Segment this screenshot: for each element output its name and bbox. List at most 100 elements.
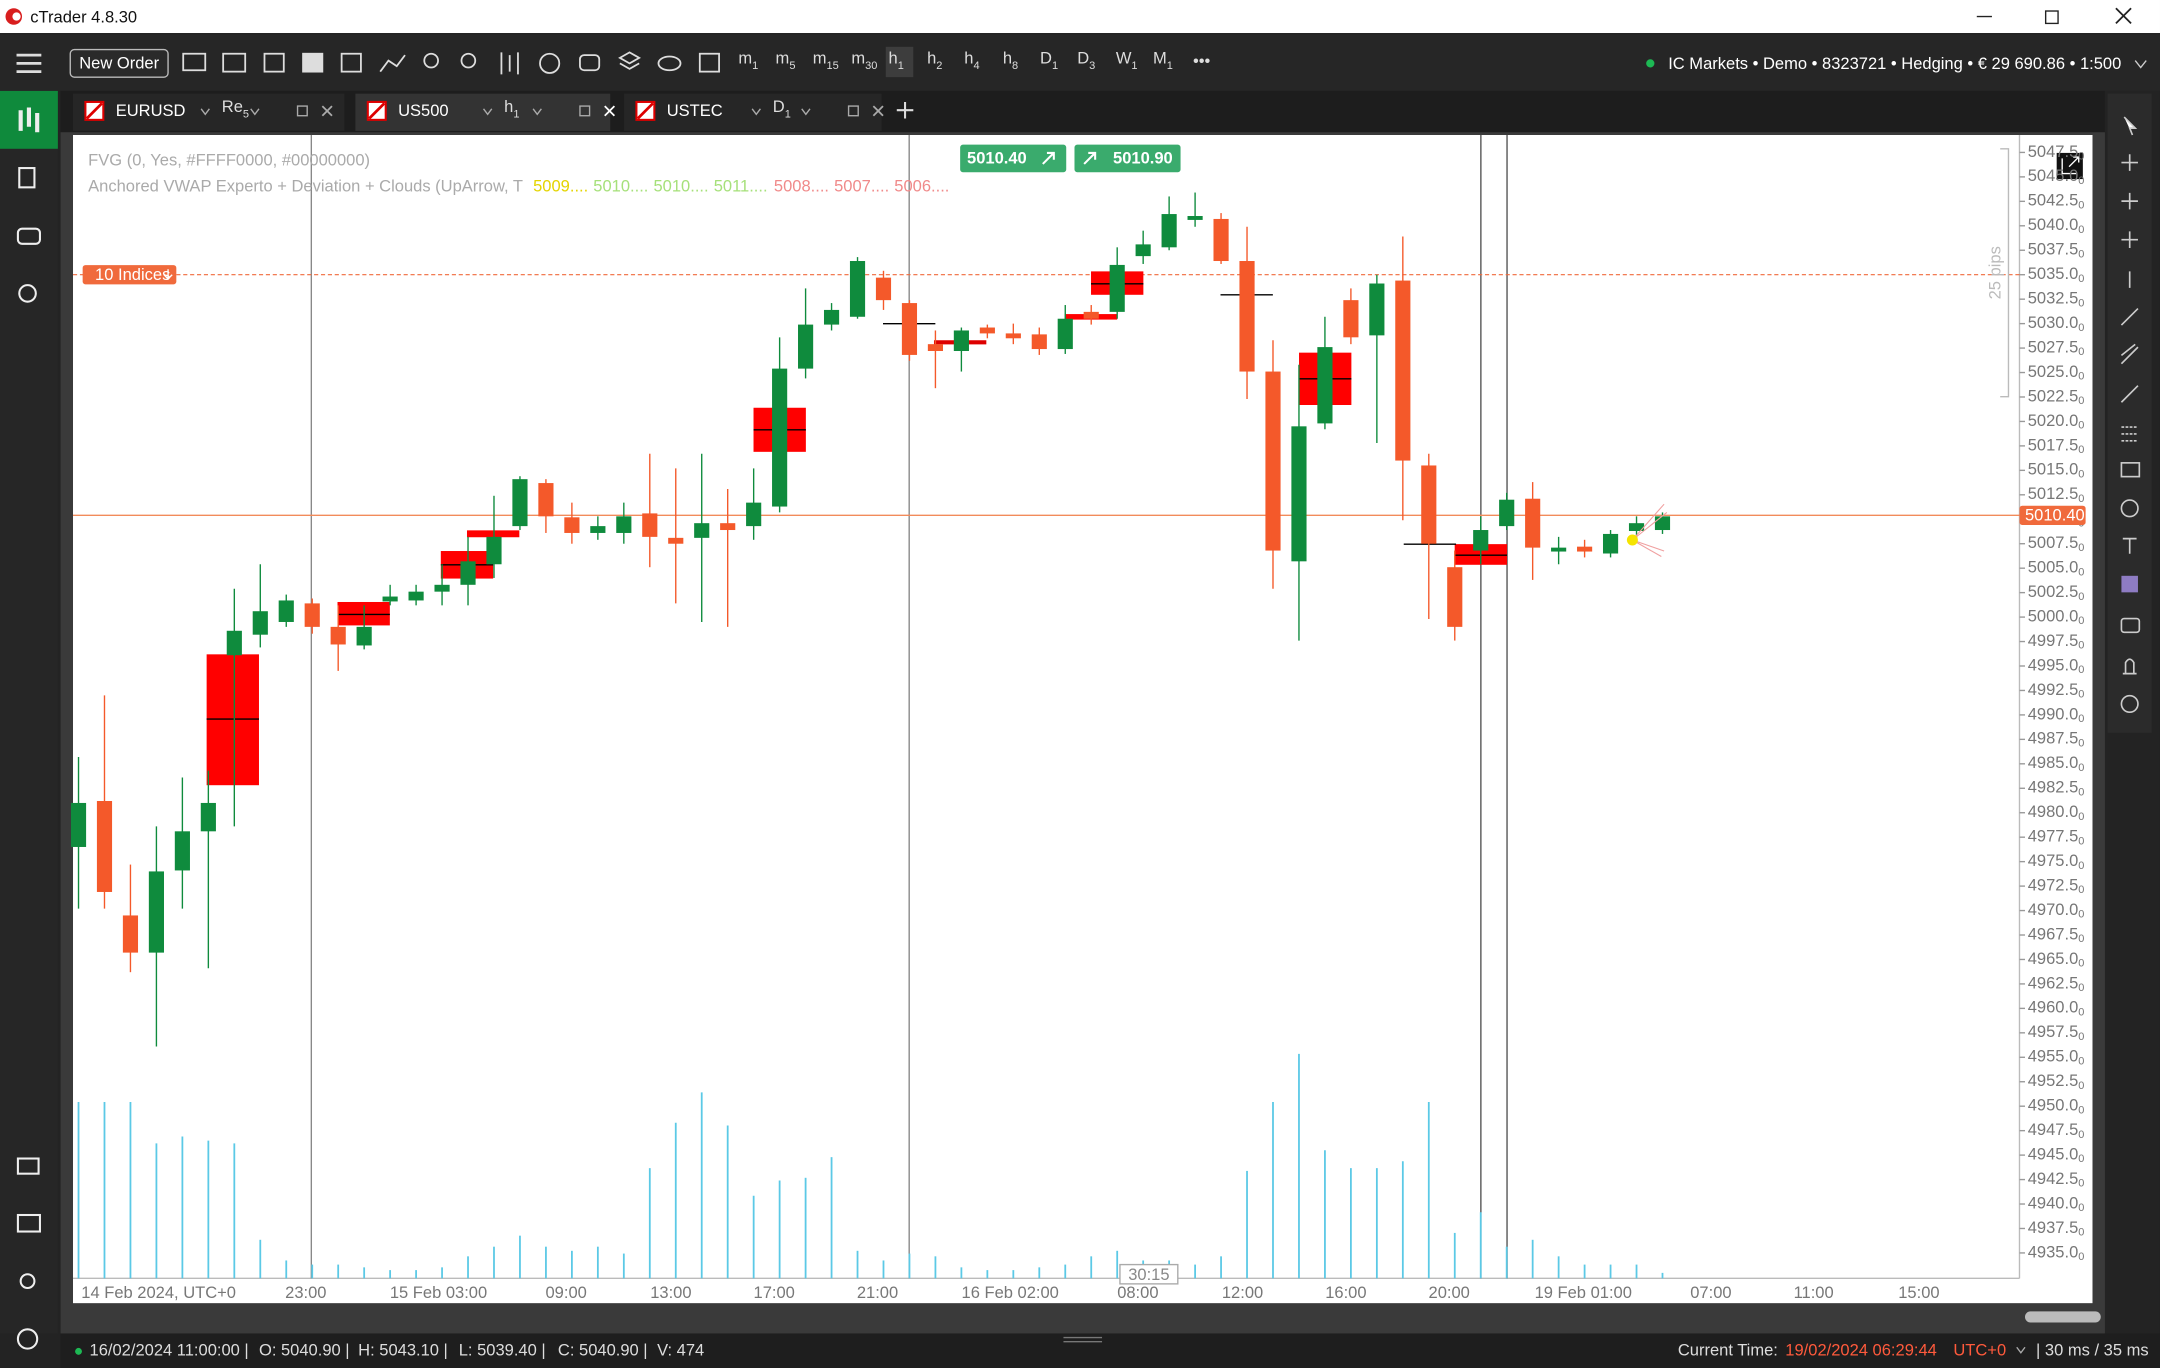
drawing-tools-panel bbox=[2107, 93, 2152, 733]
status-item: C: 5040.90 | bbox=[558, 1341, 648, 1360]
tool-icon[interactable] bbox=[2120, 499, 2139, 518]
candle-body bbox=[1654, 516, 1671, 531]
tab-symbol[interactable]: USTEC bbox=[667, 101, 723, 120]
toolbar-icon[interactable] bbox=[579, 54, 601, 72]
candle-body bbox=[538, 483, 554, 517]
timeframe-button-sub: 3 bbox=[1089, 60, 1095, 72]
sidebar-icon[interactable] bbox=[16, 1213, 41, 1233]
tool-icon[interactable] bbox=[2121, 192, 2138, 210]
candle-body bbox=[642, 513, 658, 537]
tab-active[interactable] bbox=[355, 93, 611, 131]
toolbar-icon[interactable] bbox=[302, 52, 324, 73]
tool-icon[interactable] bbox=[2121, 154, 2138, 171]
x-tick-label: 15 Feb 03:00 bbox=[390, 1283, 487, 1302]
toolbar-icon[interactable] bbox=[340, 52, 362, 73]
scrollbar[interactable] bbox=[2024, 1311, 2101, 1323]
tab-close[interactable] bbox=[872, 105, 884, 117]
candle-body bbox=[1343, 300, 1359, 338]
y-tick-label: 5035.00 bbox=[2028, 264, 2085, 285]
candle-body bbox=[1291, 426, 1307, 562]
vwap-value: 5009.... bbox=[533, 177, 588, 196]
buy-price: 5010.90 bbox=[1113, 148, 1173, 167]
y-tick-label: 4990.00 bbox=[2028, 704, 2085, 725]
tool-icon[interactable] bbox=[2120, 462, 2141, 478]
buy-button[interactable] bbox=[1074, 144, 1181, 173]
x-tick-label: 09:00 bbox=[546, 1283, 587, 1302]
current-time: 19/02/2024 06:29:44 bbox=[1785, 1341, 1937, 1360]
tab-symbol[interactable]: US500 bbox=[398, 101, 449, 120]
tool-icon[interactable] bbox=[2122, 658, 2137, 675]
panel-resize-grip[interactable] bbox=[1063, 1336, 1103, 1343]
tool-icon[interactable] bbox=[2123, 116, 2138, 136]
sidebar-icon[interactable] bbox=[16, 227, 41, 245]
toolbar-icon[interactable] bbox=[500, 52, 519, 75]
sidebar-icon[interactable] bbox=[16, 1328, 39, 1350]
tab[interactable] bbox=[624, 93, 882, 131]
y-tick-label: 4977.50 bbox=[2028, 827, 2085, 848]
add-tab-button[interactable] bbox=[896, 101, 914, 119]
sidebar-icon[interactable] bbox=[19, 1273, 36, 1290]
toolbar-icon[interactable] bbox=[423, 52, 439, 69]
timeframe-button-sub: 8 bbox=[1012, 60, 1018, 72]
x-tick-label: 19 Feb 01:00 bbox=[1535, 1283, 1632, 1302]
timezone-caret[interactable] bbox=[2016, 1346, 2026, 1354]
candle-body bbox=[1602, 533, 1619, 554]
tool-icon[interactable] bbox=[2121, 426, 2138, 442]
y-tick-label: 5002.50 bbox=[2028, 582, 2085, 603]
candle-body bbox=[1551, 547, 1567, 552]
tab[interactable] bbox=[73, 93, 345, 131]
candle-body bbox=[1628, 523, 1645, 532]
new-order-button[interactable] bbox=[69, 48, 169, 78]
toolbar-icon[interactable] bbox=[379, 54, 406, 73]
tool-icon[interactable] bbox=[2120, 307, 2139, 326]
indicator-label[interactable]: Anchored VWAP Experto + Deviation + Clou… bbox=[88, 177, 523, 196]
sell-button[interactable] bbox=[960, 144, 1067, 173]
tool-icon[interactable] bbox=[2120, 694, 2139, 714]
sidebar-icon[interactable] bbox=[18, 167, 36, 189]
toolbar-icon[interactable] bbox=[618, 51, 641, 70]
timezone[interactable]: UTC+0 bbox=[1953, 1341, 2006, 1360]
y-tick-label: 4940.00 bbox=[2028, 1193, 2085, 1214]
tab-close[interactable] bbox=[604, 105, 616, 117]
tab-popout[interactable] bbox=[296, 105, 308, 117]
toolbar-icon[interactable] bbox=[657, 55, 682, 72]
candle-body bbox=[1109, 264, 1125, 312]
tool-icon[interactable] bbox=[2121, 575, 2138, 593]
indicator-label[interactable]: FVG (0, Yes, #FFFF0000, #00000000) bbox=[88, 151, 370, 170]
toolbar-icon[interactable] bbox=[539, 52, 561, 74]
tool-icon[interactable] bbox=[2122, 537, 2137, 554]
toolbar-icon[interactable] bbox=[263, 52, 285, 73]
x-tick-label: 14 Feb 2024, UTC+0 bbox=[81, 1283, 236, 1302]
tool-icon[interactable] bbox=[2120, 617, 2141, 634]
tab-popout[interactable] bbox=[579, 105, 591, 117]
toolbar-icon[interactable] bbox=[698, 52, 720, 73]
tab-symbol[interactable]: EURUSD bbox=[116, 101, 186, 120]
toolbar-icon[interactable] bbox=[182, 52, 207, 72]
menu-button[interactable] bbox=[16, 53, 42, 74]
candle-body bbox=[200, 802, 216, 832]
tool-icon[interactable] bbox=[2120, 343, 2139, 365]
close-button[interactable] bbox=[2115, 7, 2132, 25]
candle-body bbox=[382, 596, 398, 602]
candle-body bbox=[96, 800, 113, 892]
alert-badge bbox=[82, 265, 177, 285]
toolbar-icon[interactable] bbox=[222, 52, 247, 73]
tool-icon[interactable] bbox=[2120, 385, 2139, 403]
vwap-anchor bbox=[1626, 534, 1638, 546]
sidebar-icon[interactable] bbox=[18, 284, 37, 303]
tab-popout[interactable] bbox=[847, 105, 859, 117]
tab-timeframe[interactable]: Re5 bbox=[222, 97, 249, 120]
sidebar-icon[interactable] bbox=[18, 107, 40, 133]
detach-icon bbox=[2061, 156, 2080, 175]
toolbar-icon[interactable] bbox=[460, 52, 477, 69]
tab-close[interactable] bbox=[321, 105, 333, 117]
drawing-tools bbox=[2120, 116, 2141, 714]
candle-body bbox=[1161, 214, 1177, 248]
account-info[interactable]: IC Markets • Demo • 8323721 • Hedging • … bbox=[1668, 54, 2121, 73]
sidebar-icon[interactable] bbox=[16, 1157, 40, 1175]
account-caret[interactable] bbox=[2134, 60, 2147, 69]
more-button[interactable]: ••• bbox=[1193, 51, 1211, 70]
tool-icon[interactable] bbox=[2121, 231, 2138, 248]
candle-body bbox=[746, 502, 762, 527]
restore-button[interactable] bbox=[2044, 10, 2059, 25]
